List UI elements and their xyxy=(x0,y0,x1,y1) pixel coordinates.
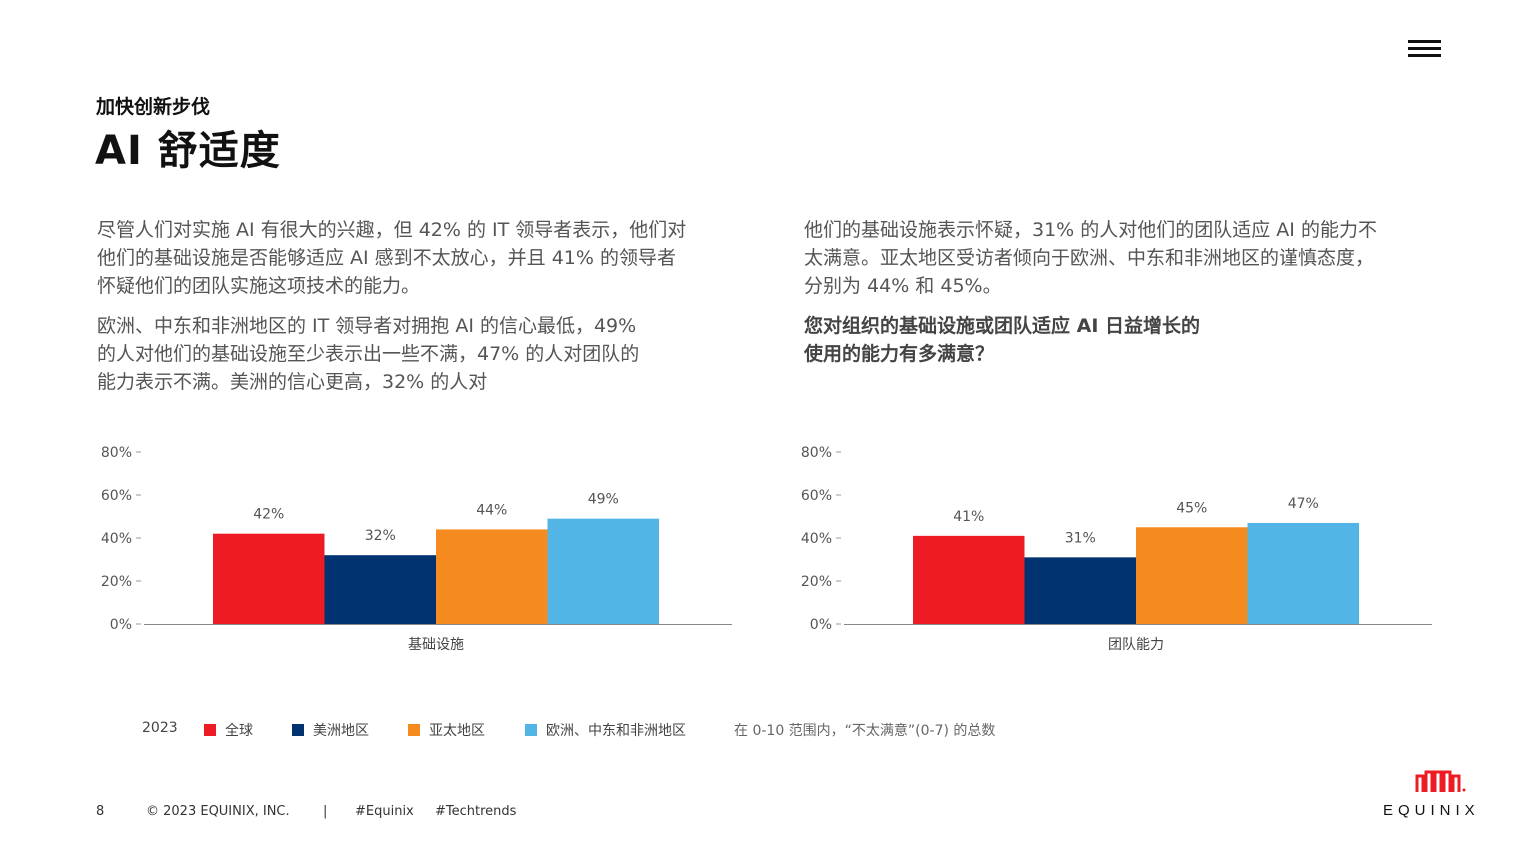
data-label-americas: 32% xyxy=(365,528,396,544)
data-label-emea: 47% xyxy=(1288,496,1319,512)
menu-icon[interactable] xyxy=(1408,40,1441,58)
y-tick-label: 0% xyxy=(110,617,132,633)
data-label-americas: 31% xyxy=(1065,530,1096,546)
footer-separator: | xyxy=(323,804,328,819)
legend-item-global: 全球 xyxy=(204,720,253,740)
bar-chart-team-capability: 0% 20% 40% 60% 80% 41% 31% 45% 47% 团队能力 xyxy=(801,445,1432,653)
copyright: © 2023 EQUINIX, INC. xyxy=(146,804,290,819)
body-paragraph-1: 尽管人们对实施 AI 有很大的兴趣，但 42% 的 IT 领导者表示，他们对他们… xyxy=(97,219,687,297)
bar-chart-infrastructure: 0% 20% 40% 60% 80% 42% 32% 44% 49% 基础设施 xyxy=(101,445,732,653)
legend-item-americas: 美洲地区 xyxy=(292,720,369,740)
bar-apac xyxy=(1136,527,1248,624)
bar-apac xyxy=(436,529,548,624)
body-paragraph-3: 他们的基础设施表示怀疑，31% 的人对他们的团队适应 AI 的能力不太满意。亚太… xyxy=(804,219,1377,297)
data-label-apac: 45% xyxy=(1176,500,1207,516)
legend-year: 2023 xyxy=(142,720,178,736)
legend-swatch-global xyxy=(204,724,216,736)
y-tick-label: 80% xyxy=(801,445,832,461)
survey-question: 您对组织的基础设施或团队适应 AI 日益增长的使用的能力有多满意？ xyxy=(804,315,1201,365)
legend-item-emea: 欧洲、中东和非洲地区 xyxy=(525,720,686,740)
y-tick-label: 60% xyxy=(101,488,132,504)
data-label-global: 41% xyxy=(953,509,984,525)
section-kicker: 加快创新步伐 xyxy=(96,96,211,118)
x-category-label: 团队能力 xyxy=(1108,637,1164,653)
y-tick-label: 20% xyxy=(101,574,132,590)
body-paragraph-2: 欧洲、中东和非洲地区的 IT 领导者对拥抱 AI 的信心最低，49% 的人对他们… xyxy=(97,315,640,393)
legend-swatch-emea xyxy=(525,724,537,736)
bar-global xyxy=(913,535,1025,624)
y-tick-label: 20% xyxy=(801,574,832,590)
bar-emea xyxy=(1247,522,1359,624)
hashtag-equinix[interactable]: #Equinix xyxy=(355,804,414,819)
y-tick-label: 60% xyxy=(801,488,832,504)
bar-emea xyxy=(547,518,659,624)
legend-item-apac: 亚太地区 xyxy=(408,720,485,740)
data-label-global: 42% xyxy=(253,507,284,523)
equinix-logo-icon xyxy=(1415,770,1466,792)
data-label-emea: 49% xyxy=(588,492,619,508)
bar-americas xyxy=(1024,557,1136,624)
hashtag-techtrends[interactable]: #Techtrends xyxy=(435,804,517,819)
y-tick-label: 40% xyxy=(801,531,832,547)
x-category-label: 基础设施 xyxy=(408,636,464,653)
bar-global xyxy=(213,533,325,624)
y-tick-label: 80% xyxy=(101,445,132,461)
bar-americas xyxy=(324,555,436,624)
legend-swatch-americas xyxy=(292,724,304,736)
logo-wordmark: EQUINIX xyxy=(1383,802,1480,819)
legend-swatch-apac xyxy=(408,724,420,736)
page-number: 8 xyxy=(96,804,105,819)
page-title: AI 舒适度 xyxy=(95,128,281,174)
y-tick-label: 0% xyxy=(810,617,832,633)
data-label-apac: 44% xyxy=(476,502,507,518)
y-tick-label: 40% xyxy=(101,531,132,547)
chart-footnote: 在 0-10 范围内，“不太满意”(0-7) 的总数 xyxy=(734,723,996,739)
